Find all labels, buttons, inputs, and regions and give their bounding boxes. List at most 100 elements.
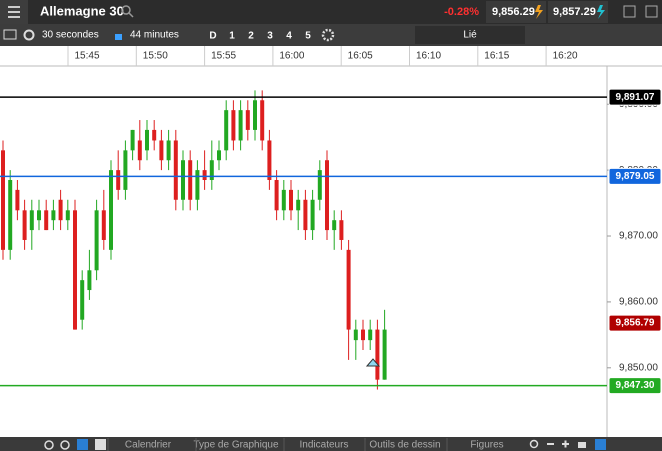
period-settings[interactable] [321, 28, 335, 42]
order-marker[interactable] [365, 358, 381, 367]
price-tag [608, 88, 662, 106]
refresh-icon[interactable] [44, 440, 54, 450]
candle-body [332, 220, 337, 231]
candle-body [80, 280, 85, 320]
candle-body [44, 210, 49, 231]
candle-body [231, 110, 236, 141]
candle-body [238, 110, 243, 141]
price-tag-label: 9,879.05 [616, 171, 655, 182]
candle-body [375, 329, 380, 380]
candle-body [159, 140, 164, 161]
link-label: Lié [463, 30, 477, 41]
candle-body [209, 160, 214, 181]
draw-icon[interactable] [77, 439, 88, 450]
close-icon[interactable] [645, 5, 658, 18]
candle-body [87, 270, 92, 291]
time-label: 15:50 [143, 51, 168, 62]
time-label: 16:05 [348, 51, 373, 62]
time-label: 15:55 [211, 51, 236, 62]
candle-body [217, 150, 221, 161]
menu-icon [8, 6, 20, 18]
candle-body [65, 210, 70, 221]
sell-arrow [535, 5, 543, 19]
footer-menu[interactable]: Outils de dessin [369, 440, 440, 451]
price-tag-label: 9,856.79 [616, 318, 655, 329]
settings-icon[interactable] [23, 29, 35, 41]
footer-menu[interactable]: Indicateurs [300, 440, 349, 451]
candle-body [303, 199, 308, 231]
zoom-icon[interactable] [529, 439, 539, 449]
candle-body [339, 220, 344, 240]
zoom-in[interactable] [562, 440, 569, 448]
price-tag [608, 377, 662, 395]
period-button[interactable]: 3 [267, 31, 273, 42]
change: -0.28% [444, 6, 479, 18]
block-icon[interactable] [60, 440, 70, 450]
time-axis [0, 46, 662, 66]
sell-box[interactable] [486, 1, 546, 23]
candle-body [166, 140, 171, 161]
footer-menu[interactable]: Calendrier [125, 440, 172, 451]
search-icon[interactable] [121, 5, 134, 18]
candle-body [145, 129, 149, 151]
candle-body [267, 140, 272, 181]
toolbar [0, 24, 662, 46]
candle-body [317, 170, 322, 200]
price-tag-label: 9,891.07 [616, 92, 655, 103]
candle-body [109, 170, 113, 250]
candle-body [130, 129, 135, 151]
footer-menu[interactable]: Type de Graphique [193, 440, 278, 451]
buy-price: 9,857.29 [553, 6, 596, 18]
span[interactable]: 44 minutes [130, 30, 179, 41]
period-button[interactable]: 4 [286, 31, 292, 42]
candle-body [245, 110, 250, 130]
candle-body [116, 170, 121, 190]
price-tag-label: 9,847.30 [616, 380, 655, 391]
link-button[interactable] [415, 26, 525, 44]
chart-icon[interactable] [3, 29, 17, 40]
lock-icon [115, 34, 122, 40]
help-icon[interactable] [595, 439, 606, 450]
candle-body [15, 189, 20, 211]
zoom-out[interactable] [547, 443, 554, 445]
footer [0, 437, 662, 451]
candle-body [346, 249, 351, 330]
buy-arrow [597, 5, 605, 19]
time-label: 16:10 [416, 51, 441, 62]
candle-body [137, 140, 142, 161]
candle-body [310, 199, 315, 231]
candle-body [173, 140, 178, 200]
candle-body [73, 210, 77, 330]
time-label: 16:20 [553, 51, 578, 62]
popout-icon[interactable] [623, 5, 636, 18]
candle-body [188, 160, 193, 200]
price-axis [607, 67, 662, 437]
period-button[interactable]: D [209, 31, 216, 42]
candle-body [325, 160, 329, 231]
footer-menu[interactable]: Figures [470, 440, 503, 451]
buy-box[interactable] [548, 1, 608, 23]
candle-body [101, 210, 106, 240]
candle-body [181, 160, 185, 200]
candle-body [37, 210, 41, 221]
zoom-fit[interactable] [578, 442, 586, 448]
candle-body [152, 129, 157, 141]
period-button[interactable]: 5 [305, 31, 311, 42]
candle-body [353, 329, 358, 341]
candle-body [253, 100, 257, 130]
crosshair-icon[interactable] [95, 439, 106, 450]
candle-body [296, 199, 301, 211]
candle-body [260, 100, 265, 141]
y-tick-label: 9,860.00 [619, 297, 658, 308]
candle-body [58, 199, 63, 221]
time-label: 16:00 [279, 51, 304, 62]
candle-body [274, 180, 279, 211]
period-button[interactable]: 1 [229, 31, 235, 42]
period-button[interactable]: 2 [248, 31, 254, 42]
price-tag [608, 167, 662, 185]
interval[interactable]: 30 secondes [42, 30, 99, 41]
y-tick-label: 9,850.00 [619, 362, 658, 373]
candle-body [281, 189, 286, 211]
